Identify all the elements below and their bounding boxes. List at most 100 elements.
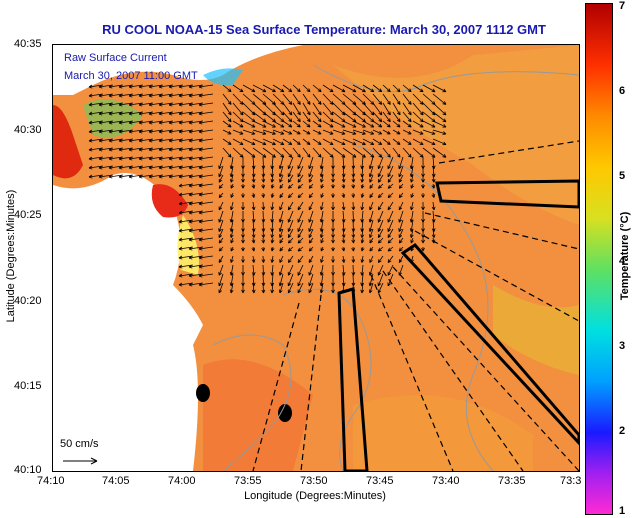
current-arrow — [387, 156, 394, 170]
current-arrow — [351, 183, 356, 189]
current-arrow — [222, 129, 232, 135]
lon-tick: 74:00 — [168, 475, 196, 487]
current-arrow — [88, 138, 104, 143]
current-arrow — [178, 282, 194, 287]
current-arrow — [218, 210, 224, 223]
current-arrow — [351, 201, 356, 211]
current-arrow — [148, 93, 164, 98]
current-arrow — [331, 183, 335, 189]
current-arrow — [432, 138, 447, 146]
current-arrow — [218, 192, 224, 199]
current-arrow — [308, 246, 314, 252]
current-arrow — [402, 147, 412, 158]
current-arrow — [322, 138, 334, 145]
current-arrow — [297, 255, 304, 263]
current-arrow — [218, 255, 224, 263]
current-arrow — [392, 93, 401, 105]
current-arrow — [158, 147, 174, 152]
current-arrow — [168, 84, 184, 89]
current-arrow — [252, 138, 267, 146]
current-arrow — [431, 192, 436, 198]
current-arrow — [398, 210, 404, 223]
current-arrow — [282, 102, 293, 116]
current-arrow — [368, 210, 374, 223]
current-arrow — [272, 138, 285, 145]
current-arrow — [108, 138, 124, 143]
current-arrow — [341, 255, 346, 263]
current-arrow — [360, 264, 365, 276]
current-arrow — [351, 192, 356, 198]
current-arrow — [368, 273, 374, 287]
current-arrow — [297, 246, 304, 252]
current-arrow — [398, 264, 404, 276]
current-arrow — [422, 147, 436, 158]
current-arrow — [409, 210, 414, 223]
current-arrow — [98, 102, 114, 107]
current-arrow — [282, 129, 293, 135]
current-arrow — [368, 219, 374, 232]
current-arrow — [188, 93, 204, 98]
depth-contour — [352, 144, 494, 471]
current-arrow — [178, 93, 194, 98]
current-arrow — [198, 237, 214, 242]
current-arrow — [372, 111, 383, 123]
current-arrow — [377, 183, 384, 189]
current-arrow — [372, 102, 383, 116]
current-arrow — [98, 138, 114, 143]
current-arrow — [302, 120, 311, 128]
current-arrow — [118, 120, 134, 125]
current-arrow — [148, 165, 164, 170]
current-arrow — [178, 192, 194, 197]
current-arrow — [287, 273, 294, 287]
lat-tick: 40:15 — [14, 380, 42, 392]
current-arrow — [230, 255, 234, 263]
current-arrow — [128, 102, 144, 107]
current-vectors — [88, 84, 447, 294]
current-arrow — [128, 93, 144, 98]
current-arrow — [297, 264, 304, 276]
current-arrow — [332, 129, 346, 135]
current-arrow — [360, 282, 365, 294]
colorbar-tick: 3 — [619, 340, 626, 352]
current-arrow — [261, 246, 265, 252]
current-arrow — [251, 174, 256, 183]
lat-tick: 40:10 — [14, 464, 42, 476]
current-arrow — [118, 84, 134, 89]
current-arrow — [377, 246, 384, 252]
current-arrow — [351, 282, 356, 294]
current-arrow — [188, 192, 204, 197]
current-arrow — [218, 156, 224, 170]
current-arrow — [297, 174, 304, 183]
current-arrow — [278, 264, 284, 276]
current-arrow — [198, 174, 214, 179]
current-arrow — [297, 192, 304, 199]
current-arrow — [178, 129, 194, 134]
current-arrow — [178, 237, 194, 242]
current-arrow — [368, 264, 374, 276]
map-canvas — [53, 45, 579, 471]
current-arrow — [372, 138, 383, 145]
lat-tick: 40:30 — [14, 124, 42, 136]
current-arrow — [377, 165, 384, 178]
current-arrow — [319, 264, 324, 276]
current-arrow — [98, 156, 114, 161]
current-arrow — [431, 228, 436, 238]
current-arrow — [178, 84, 194, 89]
current-arrow — [392, 111, 401, 123]
current-arrow — [270, 183, 275, 189]
current-arrow — [382, 147, 391, 158]
current-arrow — [242, 129, 256, 135]
current-arrow — [331, 201, 335, 211]
current-arrow — [270, 282, 275, 294]
current-arrow — [188, 282, 204, 287]
current-arrow — [421, 246, 425, 252]
current-arrow — [341, 282, 346, 294]
current-arrow — [287, 183, 294, 189]
current-arrow — [261, 255, 266, 263]
colorbar-label: Temperature (°C) — [619, 211, 631, 301]
current-arrow — [98, 120, 114, 125]
current-arrow — [282, 93, 293, 105]
current-arrow — [232, 84, 244, 93]
current-arrow — [282, 120, 293, 128]
current-arrow — [168, 156, 184, 161]
